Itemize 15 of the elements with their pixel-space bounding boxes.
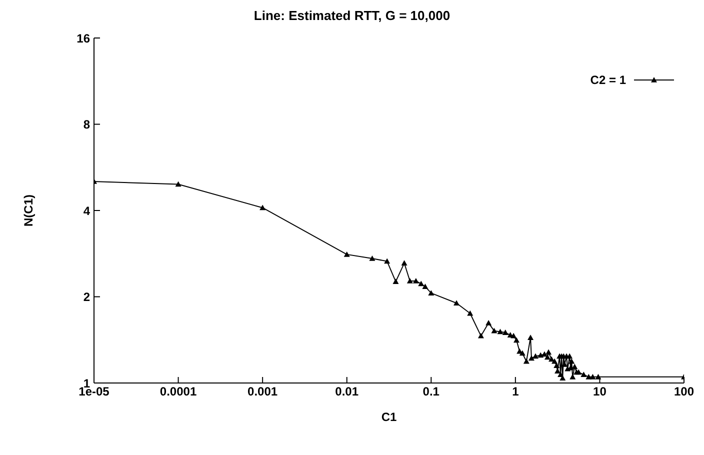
x-axis-title: C1 [381, 410, 397, 424]
chart-title: Line: Estimated RTT, G = 10,000 [252, 8, 452, 25]
y-tick-label: 4 [83, 204, 90, 218]
y-tick-label: 16 [76, 31, 90, 46]
x-tick-label: 1 [512, 384, 520, 399]
y-axis-title: N(C1) [21, 194, 36, 226]
legend-label: C2 = 1 [590, 73, 626, 87]
x-tick-label: 0.0001 [160, 384, 197, 399]
y-tick-label: 2 [83, 290, 90, 304]
y-tick-label: 8 [83, 118, 90, 132]
x-tick-label: 0.1 [422, 384, 440, 399]
x-tick-label: 0.001 [248, 384, 278, 399]
x-tick-label: 100 [674, 384, 694, 399]
x-tick-label: 10 [593, 384, 607, 399]
x-tick-label: 0.01 [335, 384, 359, 399]
